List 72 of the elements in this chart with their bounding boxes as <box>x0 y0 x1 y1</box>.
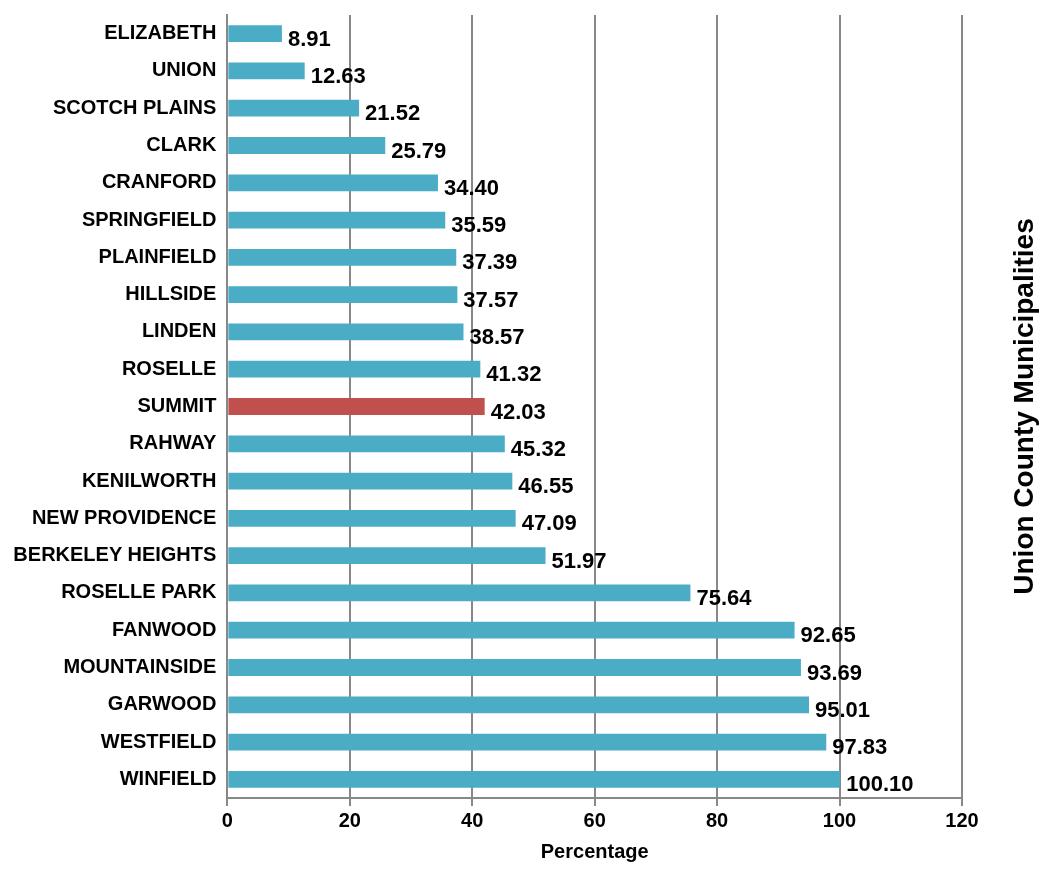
y-tick-label: SCOTCH PLAINS <box>53 95 217 118</box>
bar <box>228 472 513 490</box>
data-label: 97.83 <box>832 734 888 760</box>
y-tick-label: WESTFIELD <box>100 729 217 752</box>
y-tick-label: BERKELEY HEIGHTS <box>13 543 217 566</box>
bar <box>228 99 360 117</box>
bar <box>228 733 827 751</box>
data-label: 47.09 <box>521 510 577 536</box>
bar <box>228 398 485 415</box>
x-tick-label: 20 <box>338 808 361 831</box>
bar <box>228 360 481 378</box>
bar <box>228 435 505 453</box>
bar <box>228 696 810 714</box>
bar <box>228 25 282 43</box>
x-tick-label: 100 <box>822 808 857 831</box>
y-tick-label: KENILWORTH <box>81 468 217 491</box>
x-tick-label: 40 <box>461 808 484 831</box>
y-tick-label: ROSELLE PARK <box>61 580 217 603</box>
data-label: 8.91 <box>287 25 331 51</box>
bar <box>228 137 386 154</box>
data-label: 34.40 <box>443 174 500 200</box>
data-label: 92.65 <box>800 622 856 648</box>
y-tick-label: MOUNTAINSIDE <box>63 655 217 678</box>
data-label: 93.69 <box>806 659 862 685</box>
y-tick-label: NEW PROVIDENCE <box>31 505 217 528</box>
data-label: 51.97 <box>551 547 607 573</box>
y-tick-label: UNION <box>151 58 217 81</box>
bar <box>228 211 446 229</box>
y-tick-label: RAHWAY <box>129 431 218 454</box>
data-label: 37.39 <box>462 249 518 275</box>
y-tick-label: CLARK <box>146 133 217 156</box>
y-tick-label: HILLSIDE <box>125 282 217 305</box>
bar <box>228 621 795 639</box>
y-axis-title: Union County Municipalities <box>1007 218 1039 595</box>
bar <box>228 584 691 602</box>
bar <box>228 248 457 266</box>
bar <box>228 62 305 80</box>
y-tick-label: ROSELLE <box>121 356 217 379</box>
x-axis-title: Percentage <box>540 839 649 862</box>
x-tick-label: 120 <box>945 808 979 831</box>
y-tick-label: GARWOOD <box>107 692 217 715</box>
bar <box>228 323 464 341</box>
data-label: 37.57 <box>463 286 519 312</box>
bar <box>228 659 801 676</box>
data-label: 12.63 <box>310 62 366 88</box>
data-label: 38.57 <box>469 323 525 349</box>
data-label: 100.10 <box>846 771 914 797</box>
bar <box>228 286 458 304</box>
bar <box>228 770 841 788</box>
data-label: 25.79 <box>391 137 447 163</box>
data-label: 35.59 <box>451 212 507 238</box>
bar <box>228 547 546 565</box>
y-tick-label: LINDEN <box>141 319 217 342</box>
x-tick-label: 60 <box>583 808 606 831</box>
y-tick-label: FANWOOD <box>111 617 217 640</box>
data-label: 41.32 <box>486 361 542 387</box>
y-tick-label: SPRINGFIELD <box>81 207 217 230</box>
y-tick-label: ELIZABETH <box>104 21 217 44</box>
bar <box>228 509 516 527</box>
y-tick-label: CRANFORD <box>101 170 217 193</box>
y-tick-label: WINFIELD <box>119 766 217 789</box>
data-label: 21.52 <box>365 100 421 126</box>
y-tick-label: SUMMIT <box>137 394 217 417</box>
data-label: 46.55 <box>518 473 574 499</box>
data-label: 75.64 <box>696 584 753 610</box>
x-tick-label: 0 <box>221 808 233 831</box>
y-tick-label: PLAINFIELD <box>98 244 217 267</box>
data-label: 42.03 <box>490 398 546 424</box>
data-label: 95.01 <box>815 696 871 722</box>
x-tick-label: 80 <box>705 808 729 831</box>
bar <box>228 174 438 192</box>
data-label: 45.32 <box>510 435 566 461</box>
